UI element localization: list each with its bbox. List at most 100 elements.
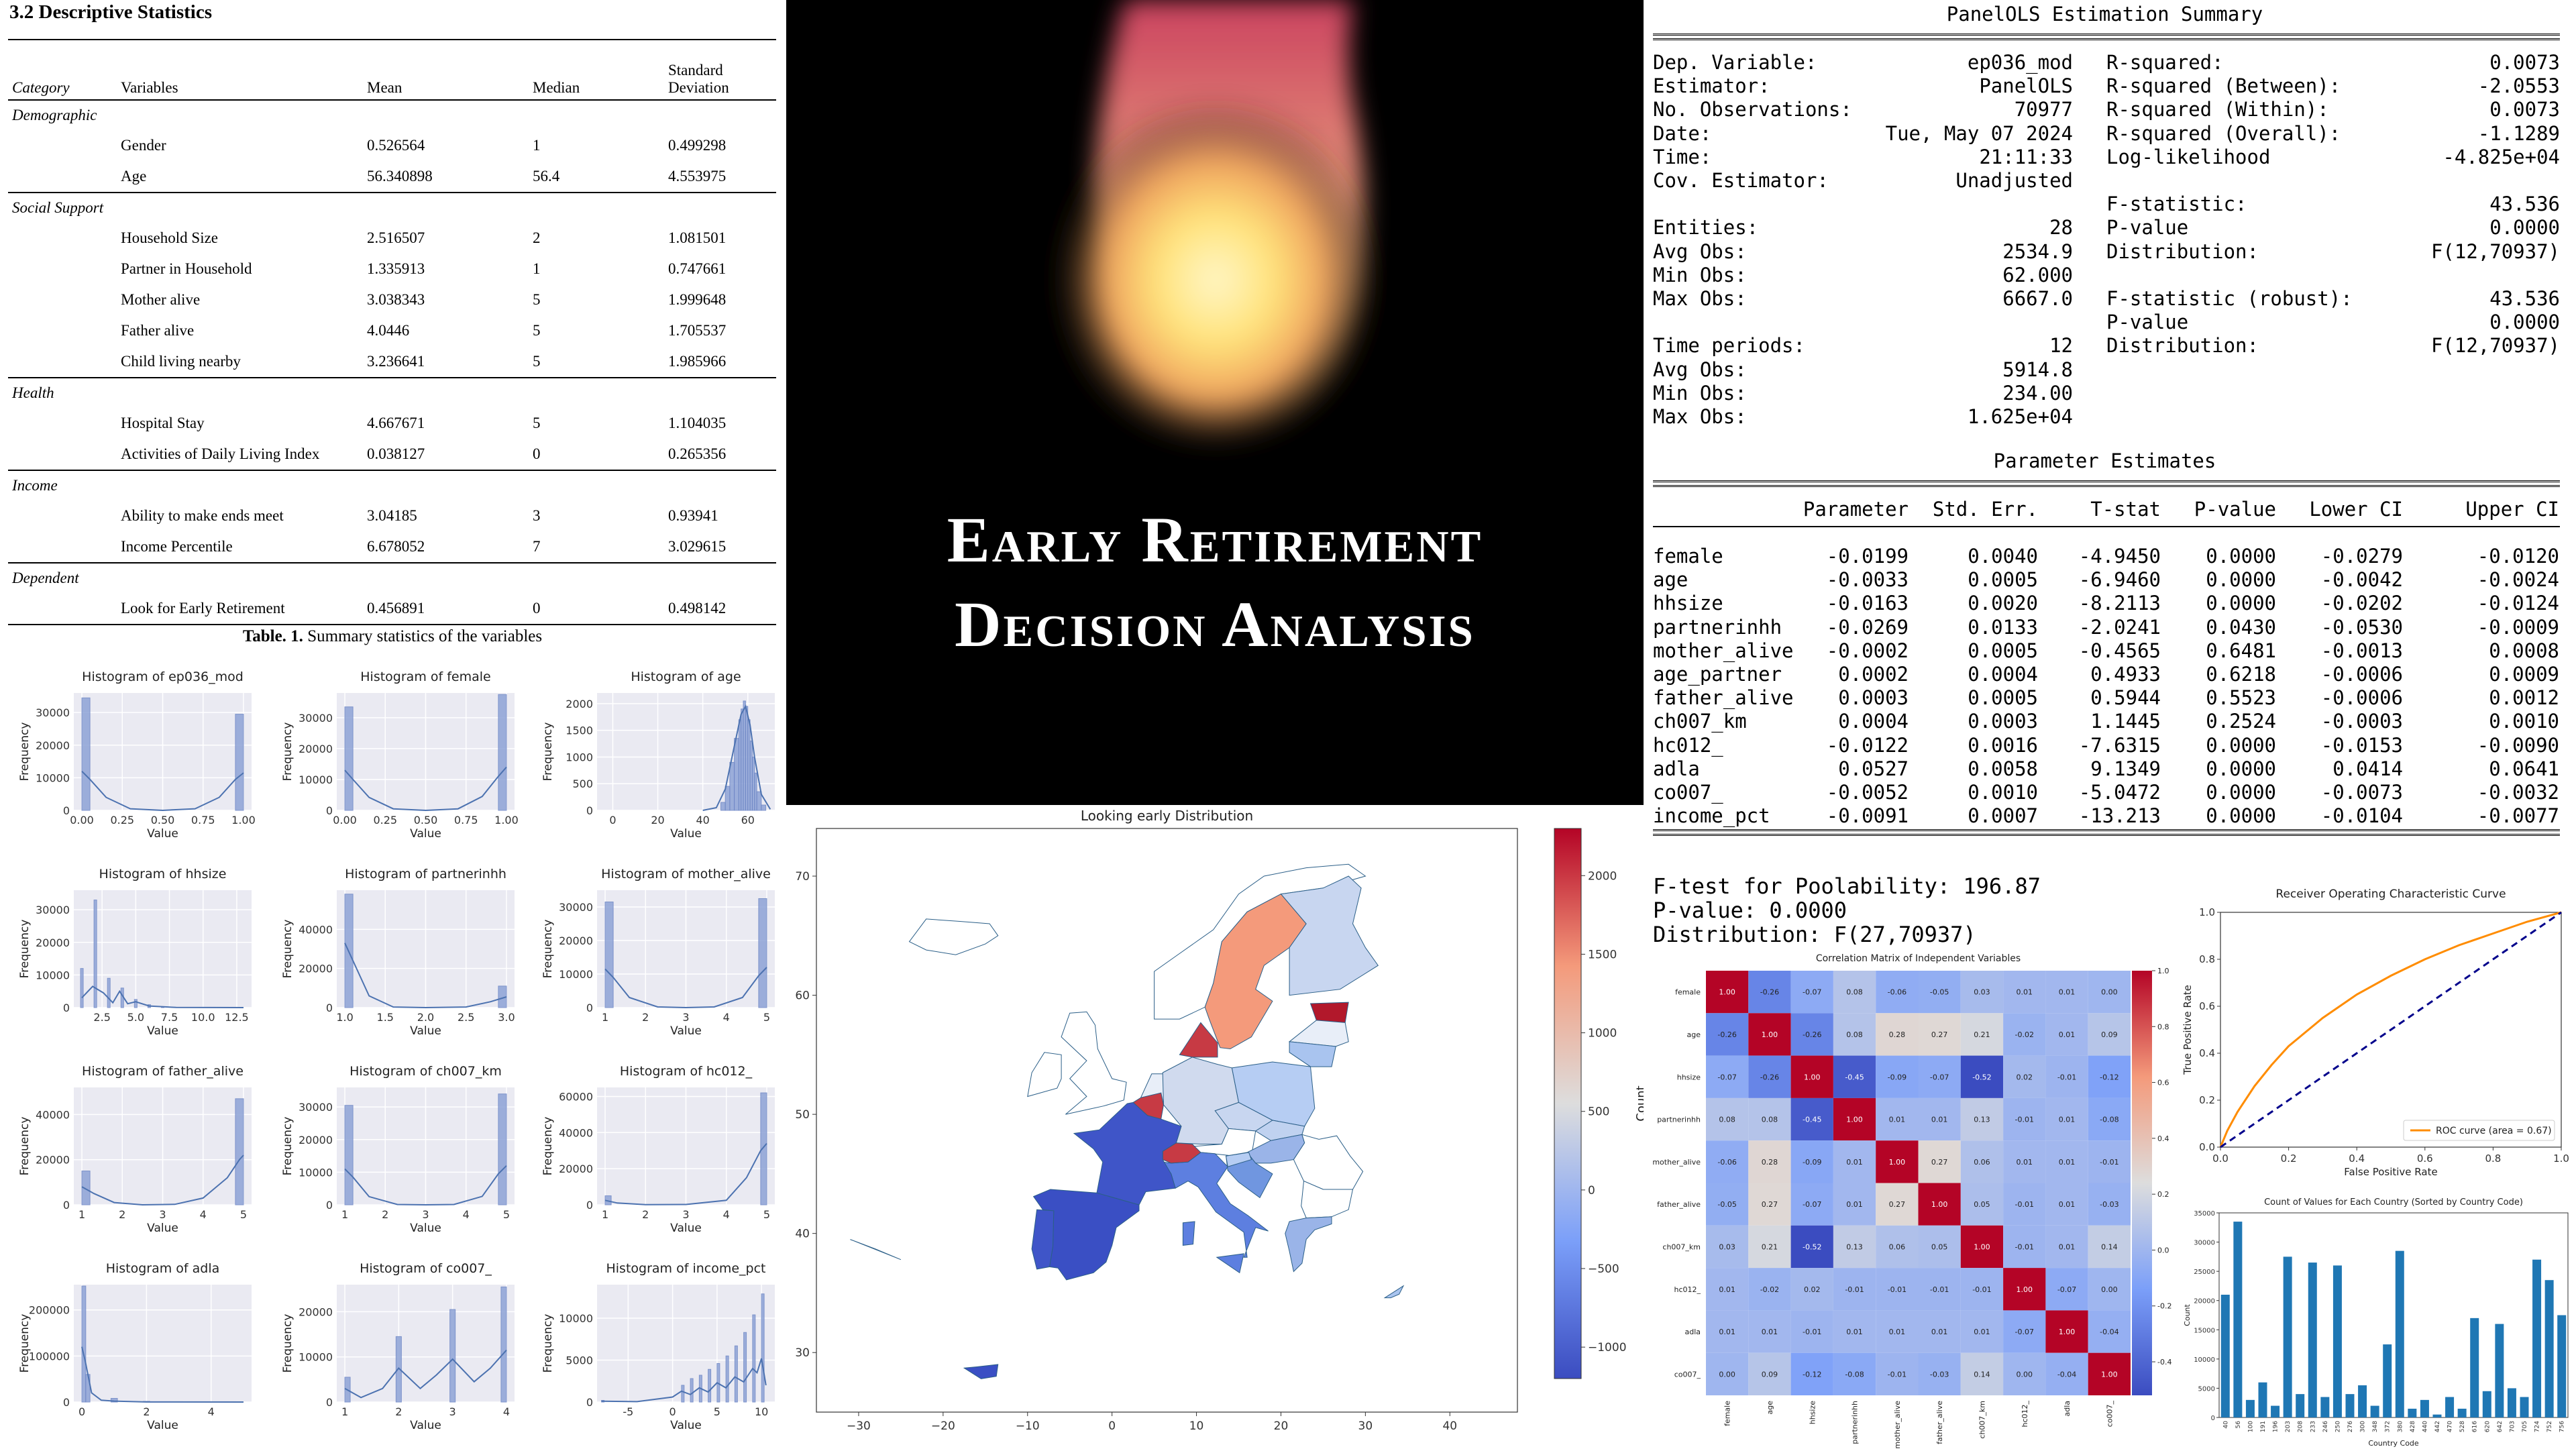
separator xyxy=(1653,526,2560,527)
heatmap-value: -0.07 xyxy=(1803,1200,1821,1209)
param-value: 0.0010 xyxy=(1968,781,2038,804)
heatmap-cell xyxy=(1960,971,2004,1014)
heatmap-cell xyxy=(1918,1013,1961,1056)
y-tick-label: 10000 xyxy=(36,771,70,784)
param-value: 9.1349 xyxy=(2090,757,2161,780)
param-name: income_pct xyxy=(1653,804,1770,828)
cell-median: 7 xyxy=(533,538,541,555)
y-tick-label: 5000 xyxy=(2198,1385,2215,1393)
cell-variable: Hospital Stay xyxy=(121,415,205,431)
heatmap-col-label: ch007_km xyxy=(1978,1401,1986,1439)
histogram-title: Histogram of ch007_km xyxy=(350,1064,502,1079)
x-axis-label: Value xyxy=(410,1222,441,1235)
ols-value: -4.825e+04 xyxy=(2443,145,2560,168)
ols-value: 0.0073 xyxy=(2489,51,2560,74)
heatmap-value: 0.01 xyxy=(1974,1328,1990,1336)
histogram-bar xyxy=(734,738,739,811)
heatmap-cell xyxy=(1748,971,1791,1014)
heatmap-value: 1.00 xyxy=(2101,1370,2118,1379)
histogram-bar xyxy=(449,1309,456,1403)
ols-label: Min Obs: xyxy=(1653,263,1747,286)
heatmap-row-label: partnerinhh xyxy=(1657,1116,1701,1124)
x-tick-label: 440 xyxy=(2422,1421,2428,1432)
x-tick-label: 1 xyxy=(341,1208,348,1221)
flame-illustration xyxy=(1048,0,1383,443)
heatmap-cell xyxy=(1960,1225,2004,1269)
x-tick-label: 0.2 xyxy=(2281,1152,2297,1165)
y-tick-label: 0 xyxy=(326,804,333,817)
ols-value: -1.1289 xyxy=(2477,121,2560,145)
heatmap-value: -0.07 xyxy=(1930,1073,1949,1081)
y-tick-label: 10000 xyxy=(559,968,593,981)
y-tick-label: 20000 xyxy=(299,743,333,755)
heatmap-cell xyxy=(1876,1055,1919,1098)
y-tick-label: 20000 xyxy=(299,963,333,975)
y-tick-label: 1000 xyxy=(566,751,593,763)
param-value: 0.0000 xyxy=(2206,804,2276,828)
histogram-bar xyxy=(708,1368,712,1403)
y-tick-label: 30 xyxy=(795,1346,810,1360)
heatmap-value: 0.01 xyxy=(1846,1158,1863,1167)
heatmap-value: 0.01 xyxy=(2059,1116,2076,1124)
histogram-bar xyxy=(235,714,244,811)
heatmap-cell xyxy=(2045,1310,2088,1353)
heatmap-value: 0.01 xyxy=(2059,1030,2076,1039)
map-country-azores xyxy=(850,1239,902,1260)
country-bar xyxy=(2296,1394,2305,1417)
x-tick-label: 2 xyxy=(642,1208,649,1221)
ols-value: 43.536 xyxy=(2489,287,2560,310)
x-tick-label: 1 xyxy=(602,1208,608,1221)
heatmap-value: -0.45 xyxy=(1803,1116,1821,1124)
ols-label: Time periods: xyxy=(1653,334,1805,358)
y-axis-label: Count xyxy=(2183,1303,2192,1326)
x-axis-label: Value xyxy=(670,1419,702,1432)
x-tick-label: 191 xyxy=(2260,1421,2267,1432)
param-value: -0.0199 xyxy=(1826,545,1909,568)
kde-line xyxy=(604,967,767,1009)
heatmap-cell xyxy=(2088,1055,2131,1098)
x-tick-label: 3 xyxy=(159,1208,166,1221)
heatmap-value: -0.26 xyxy=(1760,1073,1779,1081)
heatmap-cell xyxy=(2003,1183,2046,1226)
country-bar xyxy=(2220,1295,2230,1417)
x-tick-label: 2 xyxy=(382,1208,388,1221)
param-header: T-stat xyxy=(2090,498,2161,521)
y-tick-label: 0 xyxy=(586,804,593,817)
param-value: 0.0641 xyxy=(2489,757,2559,780)
cell-variable: Gender xyxy=(121,137,166,154)
map-panel: Looking early Distribution −30 −20 −10 0 10 20… xyxy=(786,805,1644,1449)
y-tick-label: 40000 xyxy=(299,923,333,936)
heatmap-value: 0.27 xyxy=(1889,1200,1906,1209)
x-tick-label: 0.8 xyxy=(2485,1152,2501,1165)
heatmap-cell xyxy=(1748,1140,1791,1183)
heatmap-value: -0.08 xyxy=(2100,1116,2118,1124)
param-value: -0.0269 xyxy=(1826,615,1909,639)
heatmap-row-label: female xyxy=(1675,988,1701,997)
heatmap-value: -0.01 xyxy=(2015,1242,2034,1251)
heatmap-value: -0.01 xyxy=(2057,1073,2076,1081)
country-bar xyxy=(2520,1397,2529,1417)
x-tick-label: 0 xyxy=(1108,1419,1116,1433)
heatmap-cell xyxy=(2088,971,2131,1014)
cell-mean: 0.526564 xyxy=(367,137,425,154)
param-value: 0.0040 xyxy=(1968,545,2038,568)
table-row: Ability to make ends meet 3.04185 3 0.93941 xyxy=(8,500,776,531)
heatmap-value: -0.04 xyxy=(2100,1328,2118,1336)
x-tick-label: 528 xyxy=(2459,1421,2466,1432)
heatmap-value: 0.00 xyxy=(1719,1370,1735,1379)
param-value: 0.0004 xyxy=(1838,710,1909,733)
x-tick-label: 1.5 xyxy=(377,1011,394,1024)
heatmap-cell xyxy=(1833,1183,1876,1226)
param-header: P-value xyxy=(2194,498,2276,521)
x-tick-label: 0 xyxy=(609,814,616,826)
summary-statistics-table: Category Variables Mean Median Standard D… xyxy=(8,39,776,625)
kde-line xyxy=(601,1358,767,1403)
ols-value: 43.536 xyxy=(2489,193,2560,216)
heatmap-value: 0.01 xyxy=(2059,1200,2076,1209)
ols-value: PanelOLS xyxy=(1979,74,2073,98)
heatmap-cell xyxy=(1918,1352,1961,1395)
heatmap-value: -0.07 xyxy=(1803,988,1821,997)
country-bar xyxy=(2370,1405,2379,1417)
cell-variable: Ability to make ends meet xyxy=(121,507,284,524)
heatmap-row-label: co007_ xyxy=(1674,1370,1701,1379)
